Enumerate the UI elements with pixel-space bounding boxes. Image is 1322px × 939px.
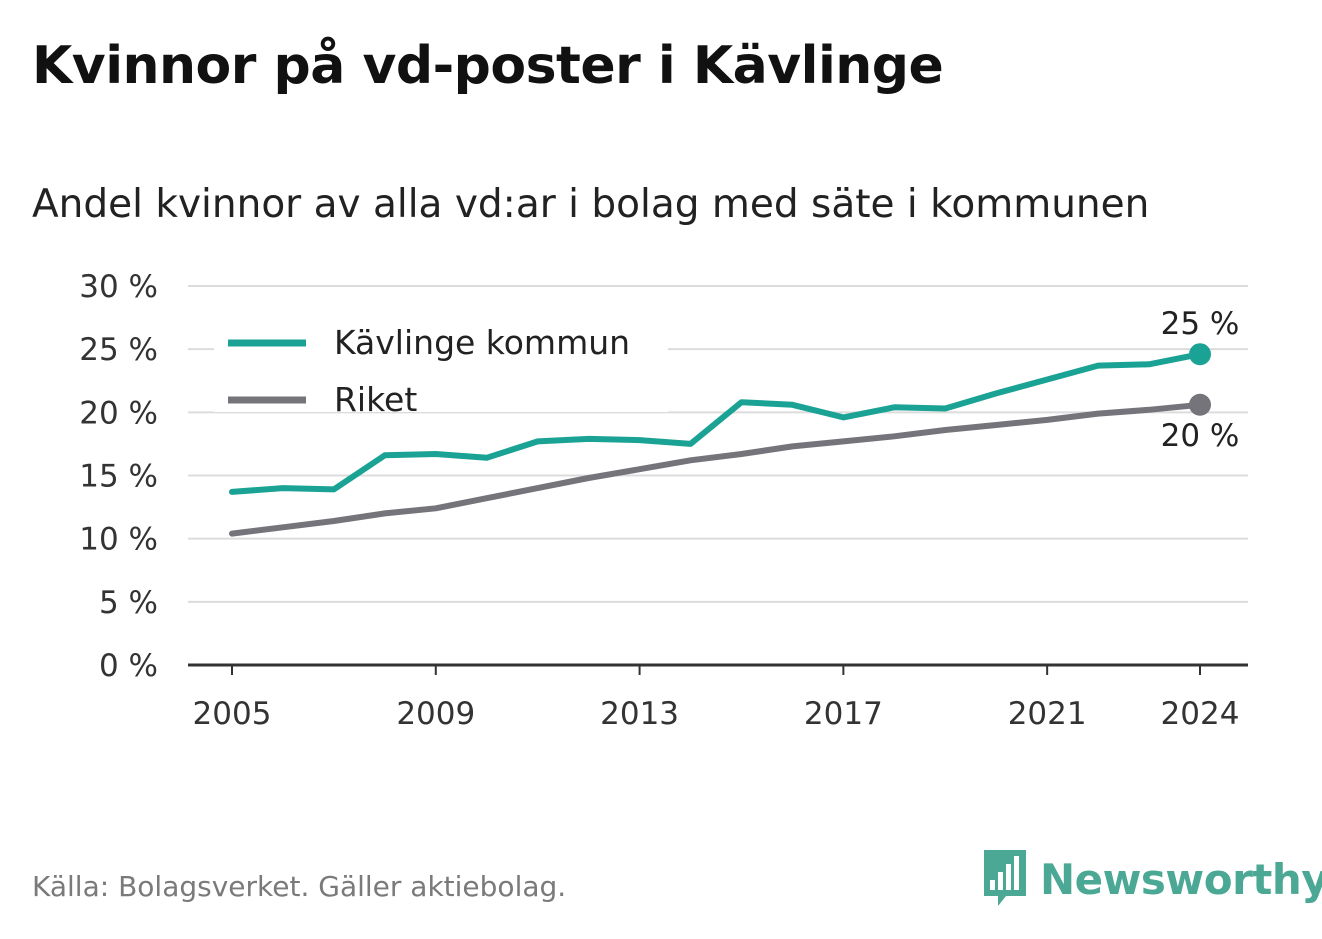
y-tick-label: 20 % [79, 395, 158, 431]
chart-subtitle: Andel kvinnor av alla vd:ar i bolag med … [32, 182, 1150, 227]
end-point-kavlinge [1189, 343, 1211, 366]
y-tick-label: 5 % [99, 585, 158, 621]
x-tick-label: 2024 [1161, 696, 1240, 732]
newsworthy-logo-icon [984, 850, 1026, 906]
x-tick-label: 2013 [600, 696, 679, 732]
x-tick-label: 2005 [193, 696, 272, 732]
end-point-riket [1189, 393, 1211, 416]
y-tick-label: 10 % [79, 522, 158, 558]
brand-logo: Newsworthy [980, 848, 1322, 910]
series-line-riket [229, 401, 1203, 537]
y-tick-label: 30 % [79, 269, 158, 305]
y-tick-label: 0 % [99, 648, 158, 684]
series-line-kavlinge [229, 351, 1203, 495]
legend-background [214, 318, 668, 412]
brand-name: Newsworthy [1040, 854, 1322, 904]
end-label-kavlinge: 25 % [1161, 306, 1240, 342]
legend-label-riket: Riket [334, 380, 417, 419]
legend-label-kavlinge: Kävlinge kommun [334, 323, 630, 362]
end-label-riket: 20 % [1161, 418, 1240, 454]
chart-title: Kvinnor på vd-poster i Kävlinge [32, 36, 944, 96]
y-tick-label: 15 % [79, 459, 158, 495]
source-note: Källa: Bolagsverket. Gäller aktiebolag. [32, 870, 567, 903]
y-tick-label: 25 % [79, 332, 158, 368]
x-tick-label: 2017 [804, 696, 883, 732]
x-tick-label: 2009 [396, 696, 475, 732]
x-tick-label: 2021 [1008, 696, 1087, 732]
